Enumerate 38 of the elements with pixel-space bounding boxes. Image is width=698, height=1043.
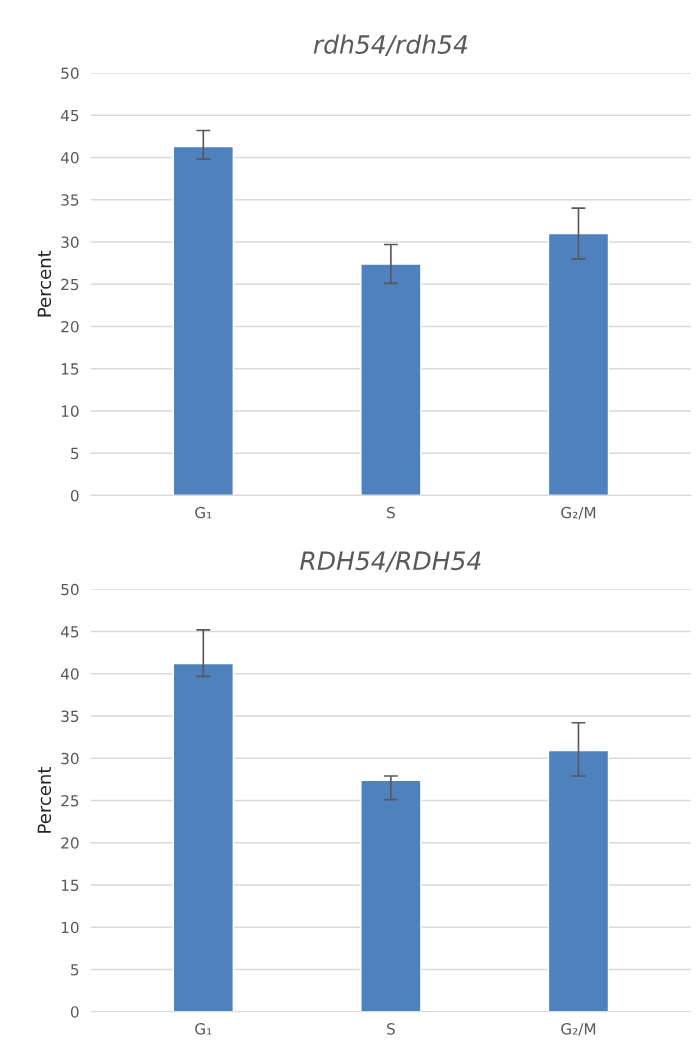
y-tick-label: 15: [61, 363, 79, 375]
y-axis-title: Percent: [37, 250, 52, 317]
y-tick-label: 25: [61, 794, 79, 807]
chart-title: RDH54/RDH54: [300, 551, 481, 573]
y-tick-label: 35: [61, 710, 79, 723]
x-tick-label: G₂/M: [561, 1023, 596, 1036]
y-tick-label: 20: [61, 320, 79, 333]
y-tick-label: 5: [71, 447, 79, 460]
y-tick-label: 20: [61, 837, 79, 849]
y-tick-label: 35: [61, 194, 79, 206]
y-tick-label: 25: [61, 278, 79, 291]
bar: [172, 662, 235, 1012]
y-axis-title: Percent: [37, 766, 52, 833]
bar: [547, 749, 610, 1012]
y-tick-label: 0: [70, 1006, 79, 1018]
y-tick-label: 50: [61, 583, 79, 596]
bar: [172, 145, 235, 496]
y-tick-label: 45: [60, 626, 79, 638]
y-tick-label: 30: [61, 236, 79, 248]
y-tick-label: 10: [61, 921, 79, 934]
y-tick-label: 50: [61, 67, 79, 80]
x-tick-label: G₂/M: [561, 506, 596, 520]
chart-title: rdh54/rdh54: [313, 34, 468, 56]
x-tick-label: S: [387, 506, 395, 519]
bar: [360, 263, 422, 496]
y-tick-label: 15: [61, 879, 79, 892]
y-tick-label: 30: [61, 752, 79, 765]
x-tick-label: S: [387, 1023, 395, 1035]
y-tick-label: 40: [60, 151, 79, 164]
y-tick-label: 5: [71, 964, 79, 976]
y-tick-label: 0: [70, 489, 79, 502]
bar: [547, 232, 610, 496]
y-tick-label: 40: [60, 668, 79, 680]
y-tick-label: 10: [61, 405, 79, 417]
x-tick-label: G₁: [195, 1023, 212, 1035]
y-tick-label: 45: [60, 109, 79, 122]
x-tick-label: G₁: [195, 506, 212, 519]
bar: [360, 779, 422, 1012]
